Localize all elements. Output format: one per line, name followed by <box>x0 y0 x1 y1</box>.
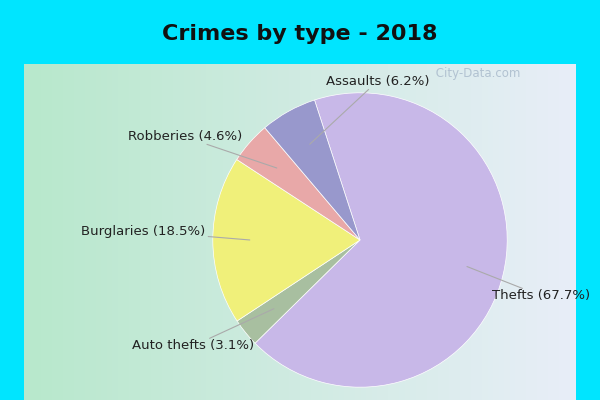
Text: City-Data.com: City-Data.com <box>432 68 520 80</box>
Wedge shape <box>213 160 360 321</box>
Text: Assaults (6.2%): Assaults (6.2%) <box>310 74 430 144</box>
Text: Crimes by type - 2018: Crimes by type - 2018 <box>162 24 438 44</box>
Text: Burglaries (18.5%): Burglaries (18.5%) <box>81 225 250 240</box>
Wedge shape <box>265 100 360 240</box>
Wedge shape <box>237 128 360 240</box>
Text: Auto thefts (3.1%): Auto thefts (3.1%) <box>132 309 274 352</box>
Text: Robberies (4.6%): Robberies (4.6%) <box>128 130 277 168</box>
Wedge shape <box>255 93 507 387</box>
Text: Thefts (67.7%): Thefts (67.7%) <box>467 266 590 302</box>
Wedge shape <box>237 240 360 343</box>
